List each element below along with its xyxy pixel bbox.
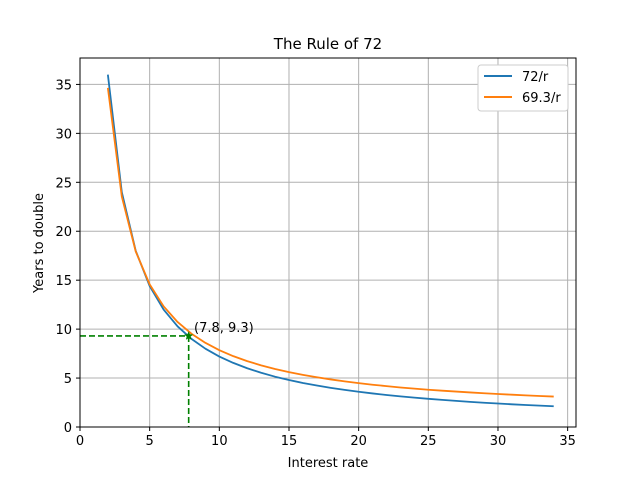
y-tick-label: 10 bbox=[55, 323, 72, 338]
y-axis: 0 5 10 15 20 25 30 35 bbox=[55, 78, 80, 436]
chart-title: The Rule of 72 bbox=[273, 35, 382, 53]
y-tick-label: 0 bbox=[64, 421, 72, 436]
legend-label-72-r: 72/r bbox=[522, 70, 549, 85]
y-tick-label: 25 bbox=[55, 176, 72, 191]
series-layer bbox=[106, 74, 554, 408]
x-tick-label: 5 bbox=[146, 434, 154, 449]
x-tick-label: 20 bbox=[350, 434, 367, 449]
y-tick-label: 15 bbox=[55, 274, 72, 289]
x-tick-label: 15 bbox=[281, 434, 298, 449]
series-line-1 bbox=[106, 87, 554, 398]
x-tick-label: 25 bbox=[420, 434, 437, 449]
reference-lines bbox=[80, 335, 190, 427]
x-tick-label: 30 bbox=[490, 434, 507, 449]
legend-label-69-3-r: 69.3/r bbox=[522, 91, 561, 106]
marker-layer bbox=[184, 331, 194, 340]
x-axis-label: Interest rate bbox=[288, 456, 369, 471]
series-line-0 bbox=[106, 74, 554, 408]
y-tick-label: 20 bbox=[55, 225, 72, 240]
annotation-marker bbox=[184, 331, 194, 340]
x-tick-label: 10 bbox=[211, 434, 228, 449]
y-tick-label: 35 bbox=[55, 78, 72, 93]
x-tick-label: 35 bbox=[559, 434, 576, 449]
annotation-label: (7.8, 9.3) bbox=[194, 321, 254, 336]
x-tick-label: 0 bbox=[76, 434, 84, 449]
legend: 72/r 69.3/r bbox=[477, 64, 569, 112]
plot-frame bbox=[79, 57, 577, 428]
y-axis-label: Years to double bbox=[32, 193, 47, 294]
y-tick-label: 30 bbox=[55, 127, 72, 142]
x-axis: 0 5 10 15 20 25 30 35 bbox=[76, 427, 576, 449]
y-tick-label: 5 bbox=[64, 372, 72, 387]
